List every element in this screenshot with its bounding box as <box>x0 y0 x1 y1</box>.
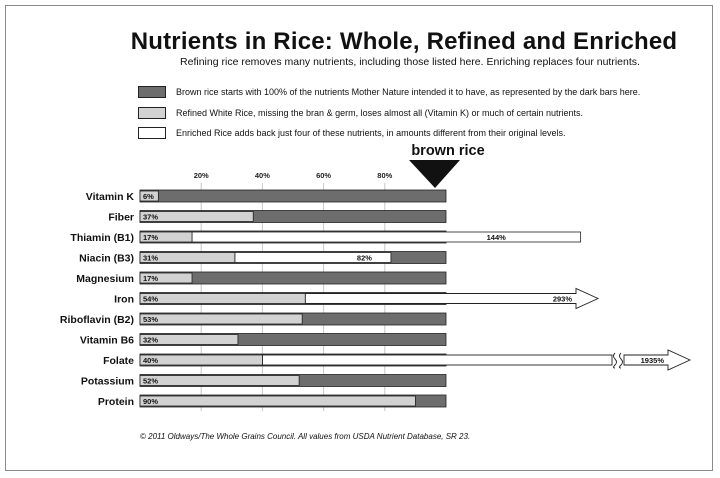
category-label-folate: Folate <box>103 355 134 367</box>
chart-title: Nutrients in Rice: Whole, Refined and En… <box>130 28 678 55</box>
category-label-potassium: Potassium <box>81 376 134 388</box>
legend-item-enriched: Enriched Rice adds back just four of the… <box>138 127 566 139</box>
value-label-refined-riboflavin-b2: 53% <box>143 315 158 324</box>
bar-refined-protein <box>139 395 416 407</box>
category-label-fiber: Fiber <box>108 212 134 224</box>
bar-enriched-iron <box>304 287 600 310</box>
value-label-refined-folate: 40% <box>143 356 158 365</box>
bar-enriched-folate <box>261 354 613 366</box>
footnote: © 2011 Oldways/The Whole Grains Council.… <box>140 432 471 441</box>
bar-refined-thiamin-b1 <box>139 231 193 243</box>
bar-refined-potassium <box>139 375 300 386</box>
value-label-refined-protein: 90% <box>143 397 158 406</box>
category-label-vitamin-k: Vitamin K <box>86 191 135 203</box>
value-label-refined-fiber: 37% <box>143 213 158 222</box>
bar-refined-iron <box>139 293 306 304</box>
bar-enriched-thiamin-b1 <box>191 231 582 243</box>
chart-subtitle: Refining rice removes many nutrients, in… <box>180 56 640 68</box>
value-label-enriched-iron: 293% <box>553 295 573 304</box>
legend-text-refined: Refined White Rice, missing the bran & g… <box>176 108 583 118</box>
category-label-riboflavin-b2: Riboflavin (B2) <box>60 314 134 326</box>
chart-frame <box>5 5 713 471</box>
bar-refined-vitamin-k <box>139 190 159 202</box>
x-tick-label: 60% <box>316 171 331 180</box>
x-tick-label: 20% <box>194 171 209 180</box>
value-label-refined-iron: 54% <box>143 295 158 304</box>
brown-rice-pointer <box>409 160 460 188</box>
category-label-iron: Iron <box>114 294 134 306</box>
category-label-thiamin-b1: Thiamin (B1) <box>70 232 134 244</box>
bar-refined-vitamin-b6 <box>139 334 239 345</box>
legend-swatch-brown <box>138 86 166 98</box>
category-label-vitamin-b6: Vitamin B6 <box>80 335 134 347</box>
value-label-refined-magnesium: 17% <box>143 274 158 283</box>
legend-item-refined: Refined White Rice, missing the bran & g… <box>138 107 583 119</box>
value-label-refined-thiamin-b1: 17% <box>143 233 158 242</box>
bar-refined-niacin-b3 <box>139 252 236 263</box>
legend-swatch-refined <box>138 107 166 119</box>
bar-refined-folate <box>139 354 263 366</box>
category-label-protein: Protein <box>98 396 134 408</box>
value-label-refined-niacin-b3: 31% <box>143 254 158 263</box>
bar-refined-magnesium <box>139 272 193 284</box>
category-label-magnesium: Magnesium <box>76 273 134 285</box>
category-label-niacin-b3: Niacin (B3) <box>79 253 134 265</box>
legend-text-brown: Brown rice starts with 100% of the nutri… <box>176 87 641 97</box>
bar-enriched-folate-continued <box>623 349 692 371</box>
bar-refined-fiber <box>139 211 254 222</box>
x-tick-label: 80% <box>377 171 392 180</box>
x-tick-label: 40% <box>255 171 270 180</box>
axis-break-right <box>619 352 623 369</box>
value-label-refined-potassium: 52% <box>143 377 158 386</box>
value-label-refined-vitamin-k: 6% <box>143 192 154 201</box>
value-label-enriched-folate: 1935% <box>641 356 665 365</box>
legend-item-brown: Brown rice starts with 100% of the nutri… <box>138 86 640 98</box>
value-label-enriched-thiamin-b1: 144% <box>487 233 507 242</box>
value-label-enriched-niacin-b3: 82% <box>357 254 372 263</box>
value-label-refined-vitamin-b6: 32% <box>143 336 158 345</box>
bar-brown-vitamin-k <box>139 189 447 203</box>
axis-break-left <box>613 352 617 369</box>
brown-rice-callout: brown rice <box>411 143 485 159</box>
bar-refined-riboflavin-b2 <box>139 313 303 325</box>
legend-text-enriched: Enriched Rice adds back just four of the… <box>176 128 566 138</box>
legend-swatch-enriched <box>138 127 166 139</box>
